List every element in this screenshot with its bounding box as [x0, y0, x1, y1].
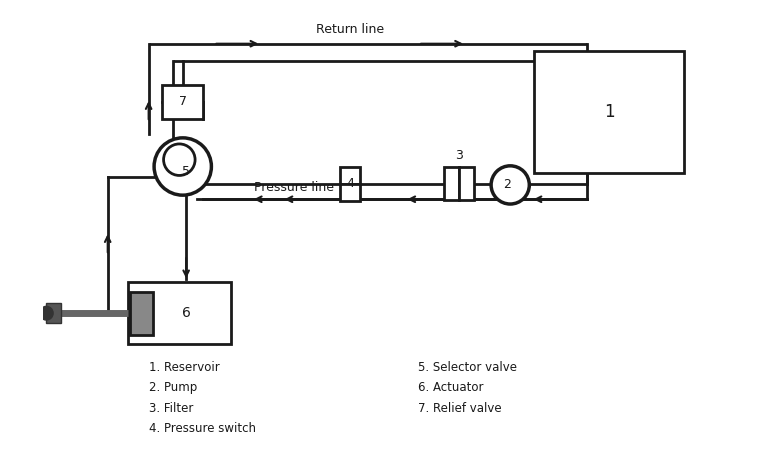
Circle shape — [164, 144, 195, 176]
Circle shape — [491, 166, 529, 204]
Text: 5: 5 — [182, 166, 190, 178]
Text: 3. Filter: 3. Filter — [149, 402, 193, 415]
Bar — [339, 184, 360, 201]
Bar — [130, 292, 154, 335]
Text: 7. Relief valve: 7. Relief valve — [418, 402, 502, 415]
Text: 5. Selector valve: 5. Selector valve — [418, 361, 517, 374]
Text: 1: 1 — [604, 103, 614, 121]
Text: 1. Reservoir: 1. Reservoir — [149, 361, 220, 374]
Bar — [46, 303, 61, 323]
Text: 3: 3 — [455, 150, 463, 163]
Text: Pressure line: Pressure line — [254, 181, 334, 194]
Text: 2: 2 — [503, 178, 511, 191]
Text: 6: 6 — [182, 306, 190, 320]
Text: 6. Actuator: 6. Actuator — [418, 381, 484, 394]
Text: Return line: Return line — [316, 22, 384, 35]
Text: 4. Pressure switch: 4. Pressure switch — [149, 423, 256, 436]
Text: 2. Pump: 2. Pump — [149, 381, 197, 394]
Bar — [162, 85, 204, 119]
Bar — [534, 51, 684, 173]
Bar — [459, 167, 474, 200]
Bar — [444, 167, 459, 200]
Text: 4: 4 — [346, 177, 354, 190]
Bar — [128, 282, 230, 344]
Circle shape — [154, 138, 211, 195]
Circle shape — [39, 306, 53, 320]
Bar — [339, 167, 360, 184]
Text: 7: 7 — [179, 95, 187, 108]
